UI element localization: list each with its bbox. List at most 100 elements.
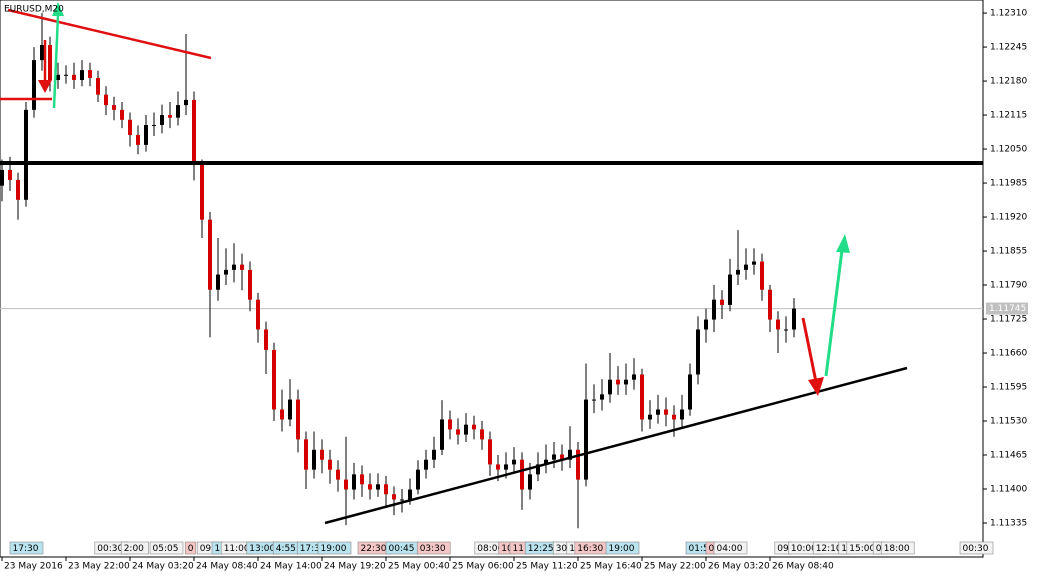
time-tag-label: 13:00 [249,544,275,554]
candle-body [344,479,348,490]
candle-body [584,399,588,480]
candle-body [40,44,44,61]
time-tag-label: 2:00 [124,544,144,554]
candle-body [608,379,612,395]
candle-body [88,70,92,78]
candle-body [80,70,84,81]
candle-body [552,454,556,460]
candle-body [152,124,156,126]
plot-frame [0,0,984,558]
candle-body [24,109,28,200]
candle-body [464,424,468,435]
time-tag-label: 00:30 [963,544,989,554]
candle-body [616,379,620,385]
candle-body [528,474,532,490]
y-tick-label: 1.12115 [990,111,1027,121]
x-tick-label: 25 May 06:00 [452,562,514,572]
x-tick-label: 25 May 22:00 [644,562,706,572]
candle-body [504,464,508,470]
x-tick-label: 25 May 16:40 [580,562,642,572]
time-tag-label: 0 [876,544,882,554]
x-tick-label: 24 May 08:40 [196,562,258,572]
candle-body [776,319,780,330]
candle-body [416,469,420,490]
time-tag-label: 00:30 [97,544,123,554]
y-tick-label: 1.11660 [990,349,1027,359]
time-tag-box [149,541,184,555]
plot-layer [0,13,983,529]
candle-body [448,419,452,430]
candle-body [264,329,268,350]
candle-body [368,484,372,490]
candle-body [256,299,260,330]
arrows [38,2,850,396]
candle-body [760,261,764,290]
time-tag-label: 08:00 [477,544,503,554]
candle-body [328,459,332,470]
candle-body [744,264,748,270]
current-price-label: 1.11745 [989,304,1026,314]
candle-body [544,459,548,465]
candle-body [520,459,524,490]
x-tick-label: 25 May 00:40 [388,562,450,572]
y-tick-label: 1.11595 [990,383,1027,393]
candle-body [160,115,164,125]
candle-body [224,269,228,275]
time-tag-label: 04:00 [717,544,743,554]
candle-body [480,429,484,440]
candle-body [104,94,108,106]
candle-body [712,299,716,320]
time-tag-label: 22:30 [361,544,387,554]
candle-body [696,329,700,375]
y-tick-label: 1.12310 [990,9,1027,19]
time-tag-box [959,541,994,555]
candle-body [96,77,100,95]
x-tick-label: 24 May 03:20 [132,562,194,572]
candle-body [656,409,660,415]
candle-body [456,429,460,435]
candle-body [496,464,500,470]
x-tick-label: 26 May 03:20 [708,562,770,572]
time-tag-box [120,541,149,555]
time-tag-label: 17:30 [13,544,39,554]
candle-body [592,399,596,401]
time-tag-label: 4:55 [276,544,296,554]
y-tick-label: 1.11465 [990,451,1027,461]
candle-body [304,439,308,470]
candle-body [784,329,788,331]
candle-body [360,474,364,485]
candle-body [648,414,652,420]
time-tag-label: 1 [841,544,847,554]
time-tag-label: 0 [188,544,194,554]
time-tag-label: 11:00 [224,544,250,554]
time-tag-box [317,541,352,555]
candle-body [280,409,284,420]
candle-body [112,105,116,110]
y-tick-label: 1.12050 [990,145,1027,155]
candle-body [136,134,140,145]
time-tag-box [416,541,451,555]
candle-body [568,449,572,460]
candle-body [536,464,540,475]
candle-body [144,124,148,145]
time-tag-label: 30 [556,544,568,554]
candle-body [576,449,580,480]
time-tag-label: 17:3 [300,544,320,554]
time-tag-label: 09: [200,544,214,554]
candle-body [792,308,796,330]
candle-body [32,60,36,110]
time-tag-label: 18:00 [884,544,910,554]
candle-body [216,274,220,290]
candle-body [320,449,324,460]
candle-body [184,99,188,106]
candle-body [232,264,236,270]
candle-body [128,119,132,135]
candle-body [560,454,564,460]
candle-body [408,489,412,500]
current-price-box [986,302,1028,315]
y-tick-label: 1.12180 [990,77,1027,87]
time-tag-label: 03:30 [420,544,446,554]
candle-body [736,269,740,275]
y-tick-label: 1.11985 [990,179,1027,189]
candle-body [0,169,4,186]
